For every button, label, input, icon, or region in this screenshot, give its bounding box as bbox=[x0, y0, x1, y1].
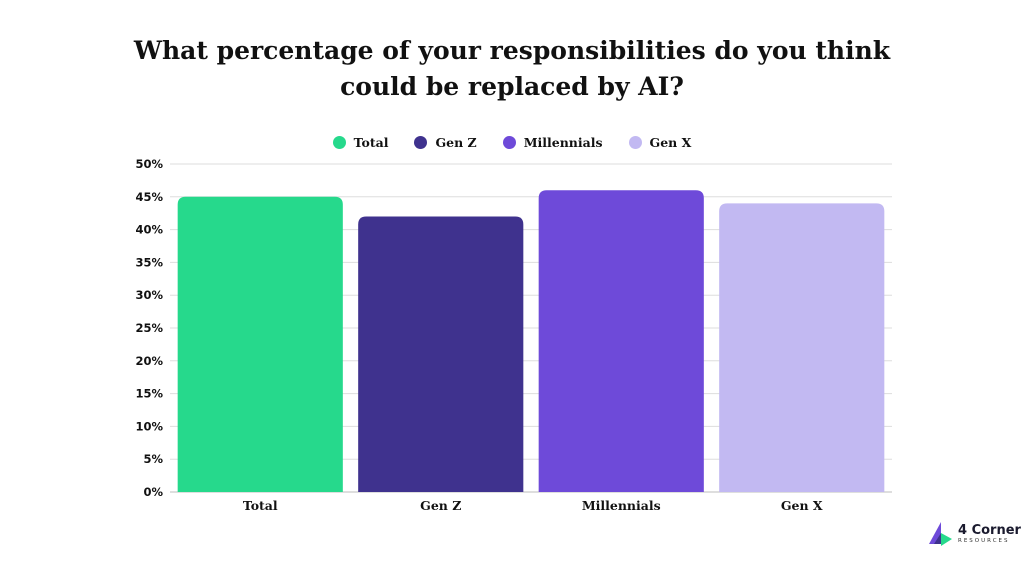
y-tick-label: 25% bbox=[135, 321, 163, 335]
logo-name: 4 Corner bbox=[958, 522, 1021, 538]
y-tick-label: 45% bbox=[135, 190, 163, 204]
chart-legend: Total Gen Z Millennials Gen X bbox=[0, 133, 1024, 151]
bar-gen-z bbox=[358, 216, 524, 493]
legend-label: Gen X bbox=[649, 134, 692, 150]
legend-swatch bbox=[332, 135, 346, 149]
y-tick-label: 5% bbox=[143, 452, 163, 466]
legend-swatch bbox=[414, 135, 428, 149]
legend-swatch bbox=[628, 135, 642, 149]
y-tick-label: 30% bbox=[135, 288, 163, 302]
chart-title: What percentage of your responsibilities… bbox=[133, 36, 891, 101]
legend-item: Gen X bbox=[628, 134, 692, 150]
x-tick-label: Total bbox=[243, 498, 278, 513]
logo-subtitle: RESOURCES bbox=[958, 537, 1010, 544]
y-tick-label: 10% bbox=[135, 419, 163, 433]
y-tick-label: 0% bbox=[143, 485, 163, 499]
y-tick-label: 15% bbox=[135, 387, 163, 401]
bar-millennials bbox=[538, 190, 704, 493]
legend-swatch bbox=[502, 135, 516, 149]
legend-item: Millennials bbox=[502, 134, 603, 150]
logo-icon bbox=[929, 522, 952, 546]
legend-label: Gen Z bbox=[435, 134, 477, 150]
y-axis: 0% 5% 10% 15% 20% 25% 30% 35% 40% 45% 50% bbox=[135, 157, 163, 499]
legend-item: Total bbox=[332, 134, 389, 150]
y-tick-label: 50% bbox=[135, 157, 163, 171]
y-tick-label: 40% bbox=[135, 223, 163, 237]
x-tick-label: Gen X bbox=[781, 498, 823, 513]
x-tick-label: Gen Z bbox=[420, 498, 461, 513]
legend-label: Total bbox=[353, 134, 389, 150]
legend-label: Millennials bbox=[523, 134, 603, 150]
legend-item: Gen Z bbox=[414, 134, 477, 150]
y-tick-label: 35% bbox=[135, 255, 163, 269]
bar-gen-x bbox=[719, 203, 885, 493]
x-tick-label: Millennials bbox=[582, 498, 661, 513]
y-tick-label: 20% bbox=[135, 354, 163, 368]
bar-total bbox=[177, 196, 343, 493]
bars bbox=[177, 190, 885, 493]
x-axis: Total Gen Z Millennials Gen X bbox=[243, 498, 823, 513]
company-logo: 4 Corner RESOURCES bbox=[928, 521, 1021, 547]
